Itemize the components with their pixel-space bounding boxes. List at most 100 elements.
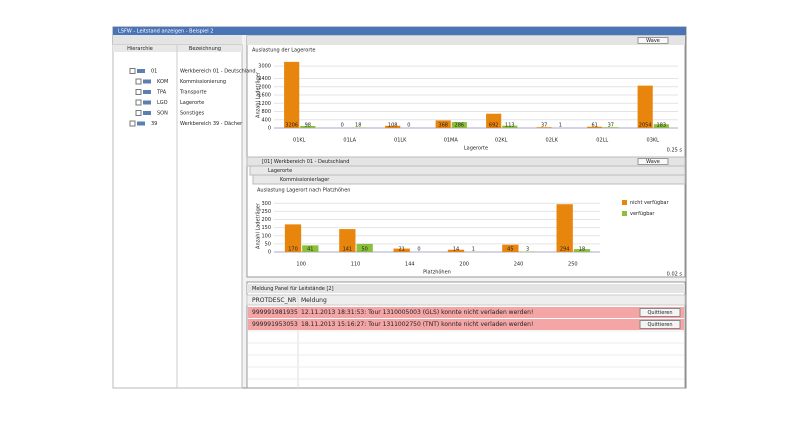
value-label: 692 — [489, 123, 499, 129]
table-header-label: Meldung — [301, 297, 327, 304]
value-label: 0 — [341, 123, 344, 129]
bar — [587, 126, 603, 128]
value-label: 50 — [361, 247, 367, 253]
button-label[interactable]: Quittieren — [647, 322, 672, 328]
table-header-label: PROTDESC_NR — [252, 297, 296, 304]
value-label: 3206 — [285, 123, 298, 129]
tree-code: LGO — [157, 100, 168, 106]
value-label: 183 — [657, 123, 667, 129]
y-tick-label: 800 — [261, 109, 271, 115]
value-label: 113 — [505, 123, 515, 129]
node-icon — [143, 79, 151, 84]
x-tick-label: 250 — [568, 262, 578, 268]
button-label[interactable]: Quittieren — [647, 310, 672, 316]
tree-label: Sonstiges — [180, 111, 205, 117]
tree-code: KOM — [157, 79, 168, 85]
bar — [502, 244, 519, 252]
message-row — [248, 307, 684, 318]
checkbox[interactable] — [135, 99, 142, 106]
button[interactable] — [637, 158, 669, 165]
checkbox[interactable] — [135, 78, 142, 85]
tree-label: Lagerorte — [180, 100, 204, 106]
bar — [447, 249, 465, 252]
bar — [653, 124, 669, 128]
bar — [556, 204, 573, 252]
value-label: 14 — [453, 247, 459, 253]
value-label: 98 — [305, 123, 311, 129]
bar — [637, 85, 653, 128]
y-tick-label: 2000 — [258, 84, 271, 90]
x-tick-label: 01MA — [444, 138, 459, 144]
panel-title: [01] Werkbereich 01 - Deutschland — [262, 159, 349, 165]
tree-label: Kommissionierung — [180, 79, 226, 85]
x-tick-label: 200 — [459, 262, 469, 268]
x-tick-label: 03KL — [647, 138, 660, 144]
y-axis-label: Anzahl Ladeträger — [256, 202, 262, 249]
panel-header — [247, 36, 685, 45]
x-tick-label: 110 — [351, 262, 361, 268]
checkbox[interactable] — [129, 68, 136, 74]
message-text: 18.11.2013 15:16:27: Tour 1311002750 (TN… — [301, 321, 533, 328]
bar — [435, 120, 451, 128]
panel-title: Meldung Panel für Leitstände [2] — [252, 286, 334, 292]
y-tick-label: 0 — [268, 126, 271, 132]
y-tick-label: 1200 — [258, 101, 271, 107]
y-tick-label: 400 — [261, 117, 271, 123]
value-label: 286 — [455, 123, 465, 129]
tree-code: 39 — [151, 121, 157, 127]
bar — [451, 122, 467, 128]
tree-label: Transporte — [179, 90, 207, 96]
y-tick-label: 50 — [265, 241, 271, 247]
checkbox[interactable] — [129, 120, 136, 127]
x-tick-label: 02KL — [495, 138, 508, 144]
x-tick-label: 02LL — [596, 138, 608, 144]
y-tick-label: 150 — [261, 225, 271, 231]
value-label: 18 — [355, 123, 361, 129]
chart-title: Auslastung der Lagerorte — [252, 48, 315, 54]
node-icon — [137, 69, 145, 73]
bar — [284, 61, 300, 128]
tree-code: 01 — [151, 69, 157, 75]
bar — [393, 248, 410, 252]
value-label: 1 — [472, 247, 475, 253]
panel — [246, 35, 686, 158]
tree-code: TPA — [156, 90, 167, 96]
value-label: 368 — [438, 123, 448, 129]
title-bar — [113, 27, 686, 35]
tree-label: Werkbereich 39 - Dächer — [180, 121, 243, 127]
checkbox[interactable] — [135, 89, 142, 95]
y-tick-label: 200 — [261, 217, 271, 223]
value-label: 45 — [507, 247, 513, 253]
button[interactable] — [639, 320, 681, 329]
toolbar — [113, 35, 242, 45]
window-title: LSFW - Leitstand anzeigen - Beispiel 2 — [118, 29, 213, 35]
legend-swatch — [622, 211, 627, 216]
x-tick-label: 02LK — [546, 138, 559, 144]
y-tick-label: 300 — [261, 201, 271, 207]
y-tick-label: 100 — [261, 233, 271, 239]
panel-header — [252, 174, 686, 185]
bar — [356, 243, 373, 252]
button[interactable] — [639, 308, 681, 317]
legend-label: verfügbar — [630, 211, 655, 217]
bar — [339, 229, 356, 252]
button[interactable] — [637, 37, 669, 44]
button-label[interactable]: Wave — [646, 159, 660, 165]
bar — [300, 125, 316, 128]
checkbox[interactable] — [135, 110, 142, 116]
value-label: 294 — [560, 247, 570, 253]
table-header — [246, 294, 686, 306]
x-axis-label: Platzhöhen — [423, 270, 451, 276]
value-label: 2054 — [639, 123, 652, 129]
button-label[interactable]: Wave — [646, 38, 660, 44]
message-id: 999991981935 — [252, 309, 298, 316]
tree-header-label: Bezeichnung — [189, 46, 221, 52]
x-tick-label: 01LA — [343, 138, 356, 144]
panel-title: Lagerorte — [268, 168, 292, 174]
x-tick-label: 100 — [296, 262, 306, 268]
bar — [486, 113, 502, 128]
legend-label: nicht verfügbar — [630, 200, 669, 206]
value-label: 37 — [608, 123, 614, 129]
x-tick-label: 01LK — [394, 138, 407, 144]
